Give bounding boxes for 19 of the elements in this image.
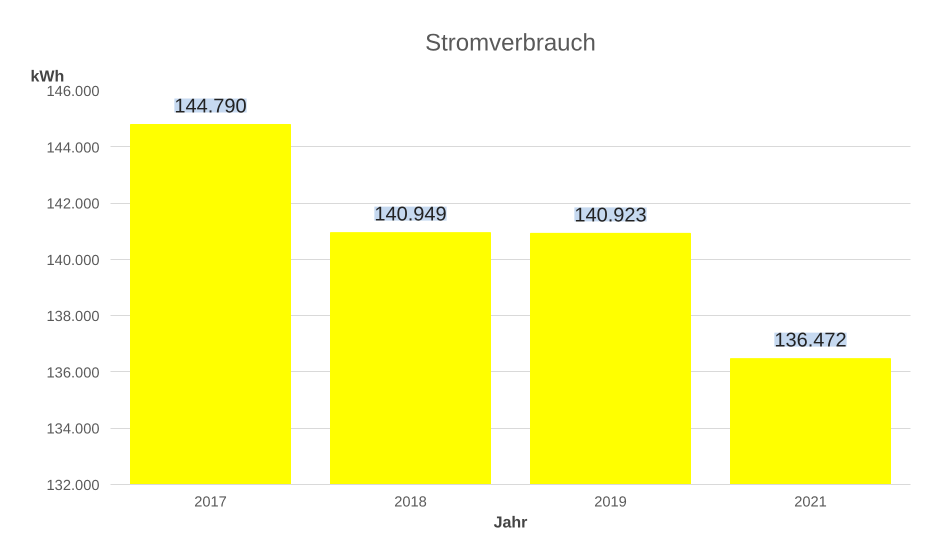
y-tick-label: 132.000 xyxy=(46,478,100,494)
data-label: 140.923 xyxy=(574,204,647,226)
y-tick-label: 136.000 xyxy=(46,365,100,382)
x-tick-label: 2018 xyxy=(394,494,427,510)
y-axis-title: kWh xyxy=(30,68,64,86)
x-tick-label: 2021 xyxy=(794,494,827,510)
data-label: 144.790 xyxy=(174,96,247,118)
y-tick-label: 134.000 xyxy=(46,422,100,438)
y-tick-label: 138.000 xyxy=(46,309,100,326)
y-tick-label: 144.000 xyxy=(46,140,100,156)
data-label: 136.472 xyxy=(774,330,847,352)
y-tick-label: 142.000 xyxy=(46,196,100,213)
data-label: 140.949 xyxy=(374,204,447,226)
chart-title: Stromverbrauch xyxy=(425,30,596,56)
x-axis-title: Jahr xyxy=(494,514,528,532)
y-tick-label: 140.000 xyxy=(46,252,100,269)
x-tick-label: 2017 xyxy=(194,494,227,510)
y-tick-label: 146.000 xyxy=(46,84,100,100)
x-tick-label: 2019 xyxy=(594,494,627,510)
